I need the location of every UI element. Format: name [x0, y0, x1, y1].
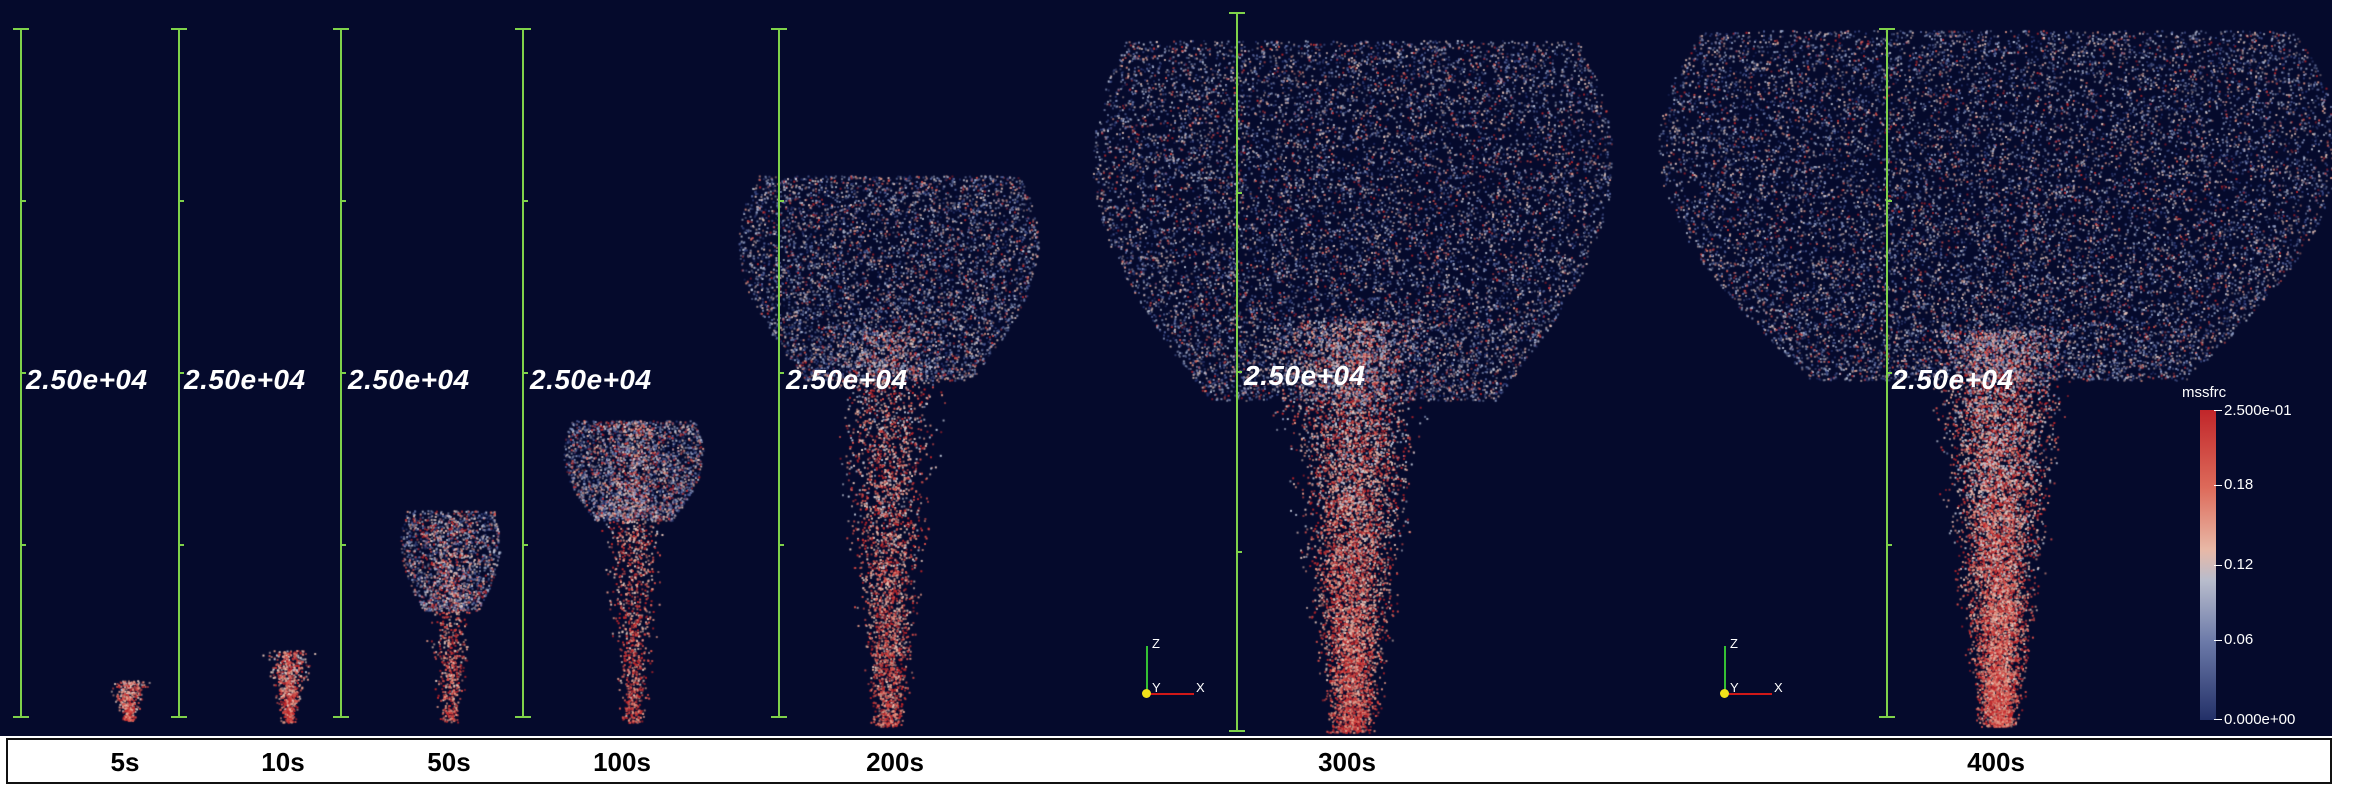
ruler-tick: [178, 544, 184, 546]
axis-x-label: X: [1774, 680, 1783, 695]
ruler-tick: [1236, 551, 1242, 553]
colorbar-title: mssfrc: [2182, 384, 2226, 401]
ruler-tick: [515, 28, 531, 30]
ruler-tick: [522, 200, 528, 202]
height-label-6: 2.50e+04: [1244, 360, 1366, 392]
time-label-200s: 200s: [866, 747, 924, 778]
ruler-tick: [771, 716, 787, 718]
axis-z-label: Z: [1152, 636, 1160, 651]
origin-marker-icon: [1720, 689, 1729, 698]
ruler-tick: [13, 28, 29, 30]
axis-z-label: Z: [1730, 636, 1738, 651]
colorbar-tick-label: 0.12: [2224, 556, 2253, 573]
axes-triad-2: Z Y X: [1712, 636, 1792, 706]
ruler-tick: [20, 200, 26, 202]
ruler-tick: [778, 544, 784, 546]
ruler-tick: [515, 716, 531, 718]
ruler-tick: [333, 716, 349, 718]
ruler-tick: [1886, 544, 1892, 546]
ruler-tick: [1879, 28, 1895, 30]
time-label-100s: 100s: [593, 747, 651, 778]
ruler-tick: [1879, 716, 1895, 718]
height-label-3: 2.50e+04: [348, 364, 470, 396]
ruler-tick: [1236, 192, 1242, 194]
ruler-tick: [1229, 730, 1245, 732]
colorbar-legend: mssfrc 2.500e-01 0.18 0.12 0.06 0.000e+0…: [2178, 380, 2328, 730]
ruler-tick: [171, 716, 187, 718]
height-label-2: 2.50e+04: [184, 364, 306, 396]
axis-x-label: X: [1196, 680, 1205, 695]
colorbar-min-label: 0.000e+00: [2224, 711, 2295, 728]
time-label-300s: 300s: [1318, 747, 1376, 778]
ruler-tick: [1886, 200, 1892, 202]
colorbar-tick-label: 0.06: [2224, 631, 2253, 648]
ruler-tick: [340, 200, 346, 202]
ruler-tick: [1229, 12, 1245, 14]
origin-marker-icon: [1142, 689, 1151, 698]
ruler-tick: [20, 372, 26, 374]
time-label-400s: 400s: [1967, 747, 2025, 778]
time-label-50s: 50s: [427, 747, 470, 778]
ruler-tick: [771, 28, 787, 30]
time-label-10s: 10s: [261, 747, 304, 778]
height-label-7: 2.50e+04: [1892, 364, 2014, 396]
ruler-tick: [333, 28, 349, 30]
ruler-tick: [171, 28, 187, 30]
axes-triad-1: Z Y X: [1134, 636, 1214, 706]
time-label-5s: 5s: [111, 747, 140, 778]
ruler-tick: [178, 372, 184, 374]
ruler-tick: [1236, 371, 1242, 373]
axis-y-label: Y: [1152, 680, 1161, 695]
height-label-1: 2.50e+04: [26, 364, 148, 396]
ruler-tick: [13, 716, 29, 718]
ruler-tick: [340, 372, 346, 374]
ruler-tick: [20, 544, 26, 546]
ruler-tick: [340, 544, 346, 546]
ruler-tick: [178, 200, 184, 202]
ruler-tick: [778, 372, 784, 374]
ruler-tick: [1886, 372, 1892, 374]
height-label-5: 2.50e+04: [786, 364, 908, 396]
colorbar-max-label: 2.500e-01: [2224, 402, 2292, 419]
axis-y-label: Y: [1730, 680, 1739, 695]
ruler-tick: [778, 200, 784, 202]
ruler-tick: [522, 372, 528, 374]
height-label-4: 2.50e+04: [530, 364, 652, 396]
ruler-tick: [522, 544, 528, 546]
colorbar-tick-label: 0.18: [2224, 476, 2253, 493]
visualization-viewport: 2.50e+04 2.50e+04 2.50e+04 2.50e+04 2.50…: [0, 0, 2332, 736]
